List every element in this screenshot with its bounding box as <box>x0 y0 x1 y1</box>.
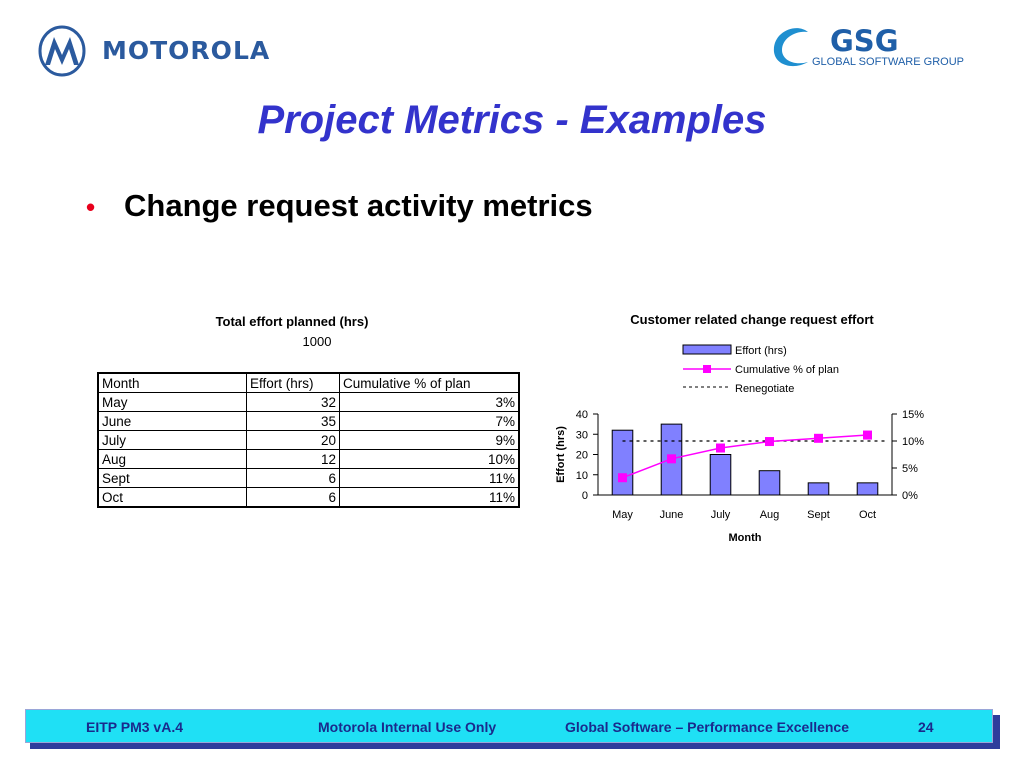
x-tick-label: Oct <box>859 509 876 521</box>
cumulative-point-sept <box>814 433 823 443</box>
table-header-row: Month Effort (hrs) Cumulative % of plan <box>97 372 520 393</box>
col-header-month: Month <box>97 372 247 393</box>
cumulative-line <box>622 434 868 479</box>
x-tick-label: Sept <box>807 509 830 521</box>
cell-month: Aug <box>97 449 247 469</box>
table-row: May 32 3% <box>97 392 520 412</box>
gsg-logo-text: GSG <box>830 24 899 58</box>
y-axis-title: Effort (hrs) <box>555 426 567 483</box>
y2-tick-label: 0% <box>902 490 918 502</box>
cell-cumulative: 7% <box>339 411 520 431</box>
motorola-logo: MOTOROLA <box>36 25 296 77</box>
cell-effort: 6 <box>246 468 340 488</box>
bar-effort-may <box>611 429 634 496</box>
x-tick-label: Aug <box>760 509 780 521</box>
cell-effort: 32 <box>246 392 340 412</box>
bar-effort-july <box>709 454 732 496</box>
cumulative-point-july <box>716 443 725 453</box>
slide-title: Project Metrics - Examples <box>257 98 767 142</box>
metrics-table: Month Effort (hrs) Cumulative % of plan … <box>97 372 520 508</box>
table-caption: Total effort planned (hrs) <box>215 314 369 329</box>
table-row: July 20 9% <box>97 430 520 450</box>
cell-month: July <box>97 430 247 450</box>
cumulative-point-aug <box>765 437 774 447</box>
cell-cumulative: 11% <box>339 468 520 488</box>
cell-cumulative: 11% <box>339 487 520 508</box>
y2-tick-label: 10% <box>902 436 924 448</box>
table-total: 1000 <box>302 334 332 349</box>
legend-swatch-effort <box>682 344 732 355</box>
bar-effort-aug <box>758 470 781 496</box>
footer-bar <box>25 709 993 743</box>
bullet-icon: • <box>86 192 96 222</box>
cumulative-point-may <box>618 473 627 483</box>
page-number: 24 <box>918 719 934 735</box>
cell-month: June <box>97 411 247 431</box>
table-row: Sept 6 11% <box>97 468 520 488</box>
y2-tick-label: 15% <box>902 409 924 421</box>
table-row: Aug 12 10% <box>97 449 520 469</box>
cell-cumulative: 10% <box>339 449 520 469</box>
y2-tick-label: 5% <box>902 463 918 475</box>
cell-cumulative: 3% <box>339 392 520 412</box>
chart-title: Customer related change request effort <box>630 312 874 327</box>
cumulative-point-june <box>667 454 676 464</box>
y-tick-label: 40 <box>576 409 588 421</box>
gsg-logo: GSG GLOBAL SOFTWARE GROUP <box>768 22 978 78</box>
gsg-swoosh-icon <box>773 28 808 67</box>
cell-month: Sept <box>97 468 247 488</box>
cell-cumulative: 9% <box>339 430 520 450</box>
cell-effort: 35 <box>246 411 340 431</box>
table-row: Oct 6 11% <box>97 487 520 508</box>
legend-label-cumulative: Cumulative % of plan <box>735 364 839 376</box>
y-tick-label: 10 <box>576 470 588 482</box>
x-tick-label: June <box>660 509 684 521</box>
legend-marker-cumulative <box>703 365 711 373</box>
cell-effort: 12 <box>246 449 340 469</box>
cell-effort: 20 <box>246 430 340 450</box>
bar-effort-sept <box>807 482 830 496</box>
x-tick-label: July <box>711 509 731 521</box>
bar-effort-oct <box>856 482 879 496</box>
x-tick-label: May <box>612 509 633 521</box>
col-header-cumulative: Cumulative % of plan <box>339 372 520 393</box>
cell-month: May <box>97 392 247 412</box>
x-axis-title: Month <box>729 532 762 544</box>
y-tick-label: 20 <box>576 450 588 462</box>
table-row: June 35 7% <box>97 411 520 431</box>
footer-classification: Motorola Internal Use Only <box>318 719 497 735</box>
y-tick-label: 30 <box>576 429 588 441</box>
effort-chart: Effort (hrs) Cumulative % of plan Renegoti… <box>555 344 924 544</box>
cell-month: Oct <box>97 487 247 508</box>
col-header-effort: Effort (hrs) <box>246 372 340 393</box>
legend-label-renegotiate: Renegotiate <box>735 383 794 395</box>
motorola-emblem-icon <box>38 25 86 77</box>
company-name: MOTOROLA <box>102 36 271 65</box>
footer-group: Global Software – Performance Excellence <box>565 719 850 735</box>
legend-label-effort: Effort (hrs) <box>735 345 787 357</box>
footer-doc-id: EITP PM3 vA.4 <box>86 719 184 735</box>
cell-effort: 6 <box>246 487 340 508</box>
cumulative-point-oct <box>863 430 872 440</box>
y-tick-label: 0 <box>582 490 588 502</box>
gsg-logo-subtext: GLOBAL SOFTWARE GROUP <box>812 56 964 68</box>
bullet-text: Change request activity metrics <box>124 188 593 223</box>
